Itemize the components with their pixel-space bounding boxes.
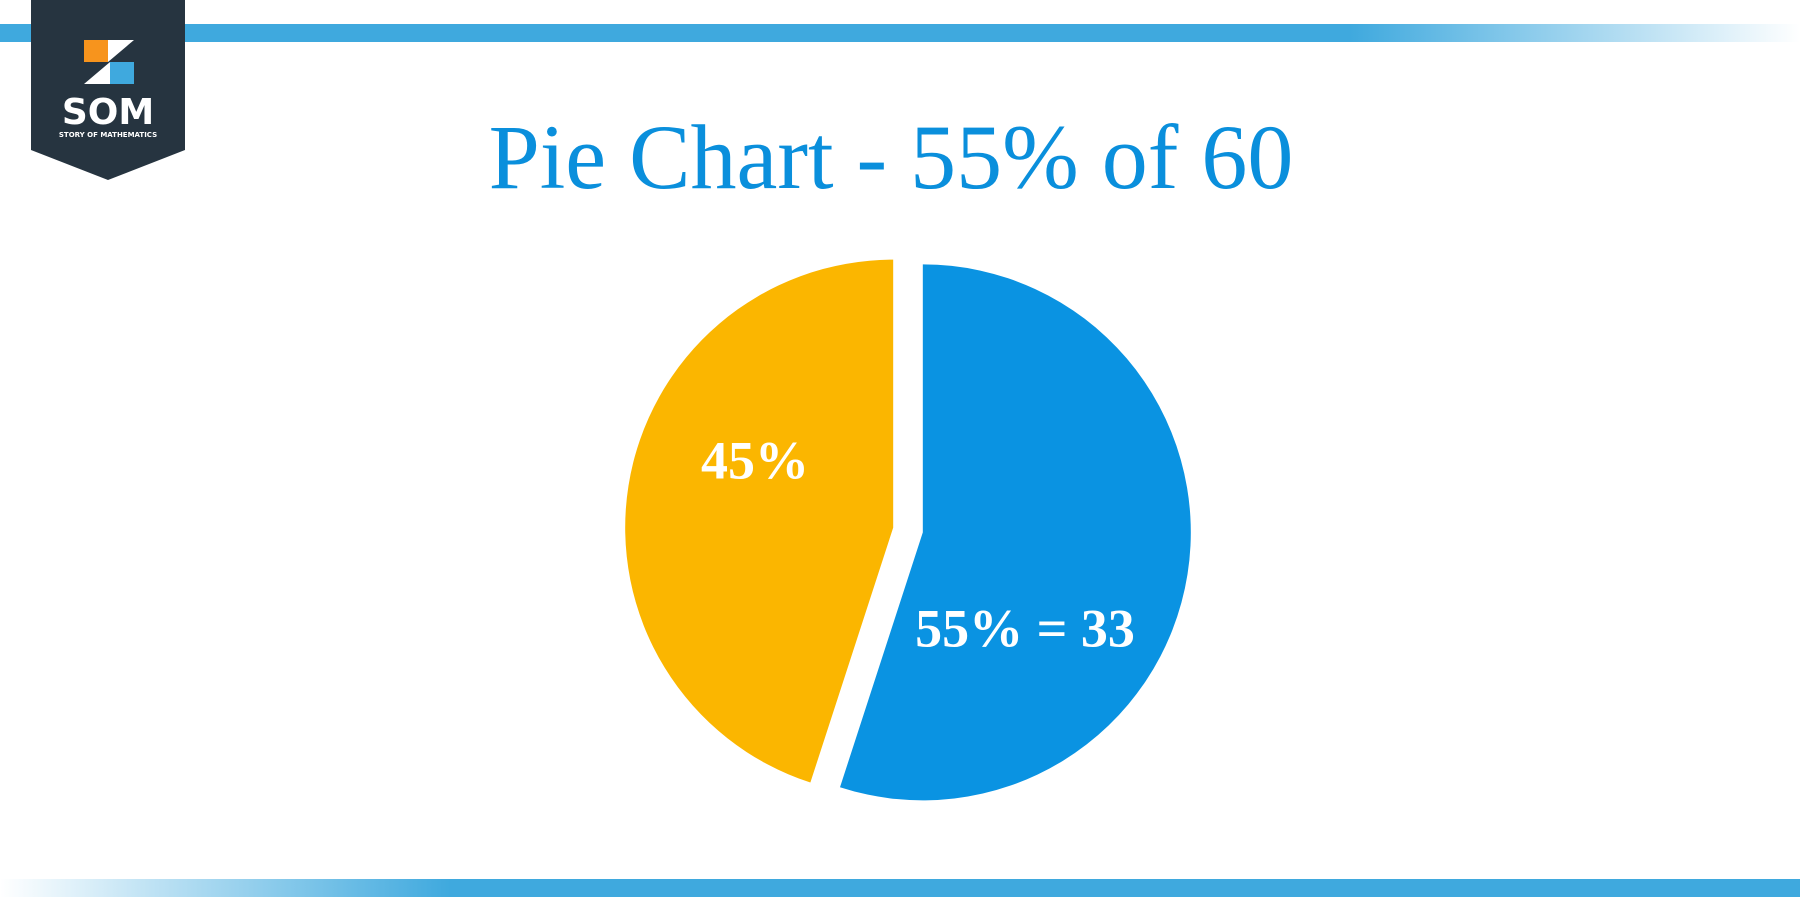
logo-text: SOM	[62, 92, 154, 133]
logo: SOM STORY OF MATHEMATICS	[31, 0, 185, 180]
value-label: 45%	[701, 430, 809, 490]
pie-slice	[625, 259, 894, 783]
chart-title: Pie Chart - 55% of 60	[489, 106, 1294, 208]
value-label: 55% = 33	[915, 598, 1135, 658]
logo-subtitle: STORY OF MATHEMATICS	[59, 131, 157, 139]
bottom-bar	[0, 879, 1800, 897]
pie-slice	[839, 264, 1191, 801]
top-bar	[0, 24, 1800, 42]
